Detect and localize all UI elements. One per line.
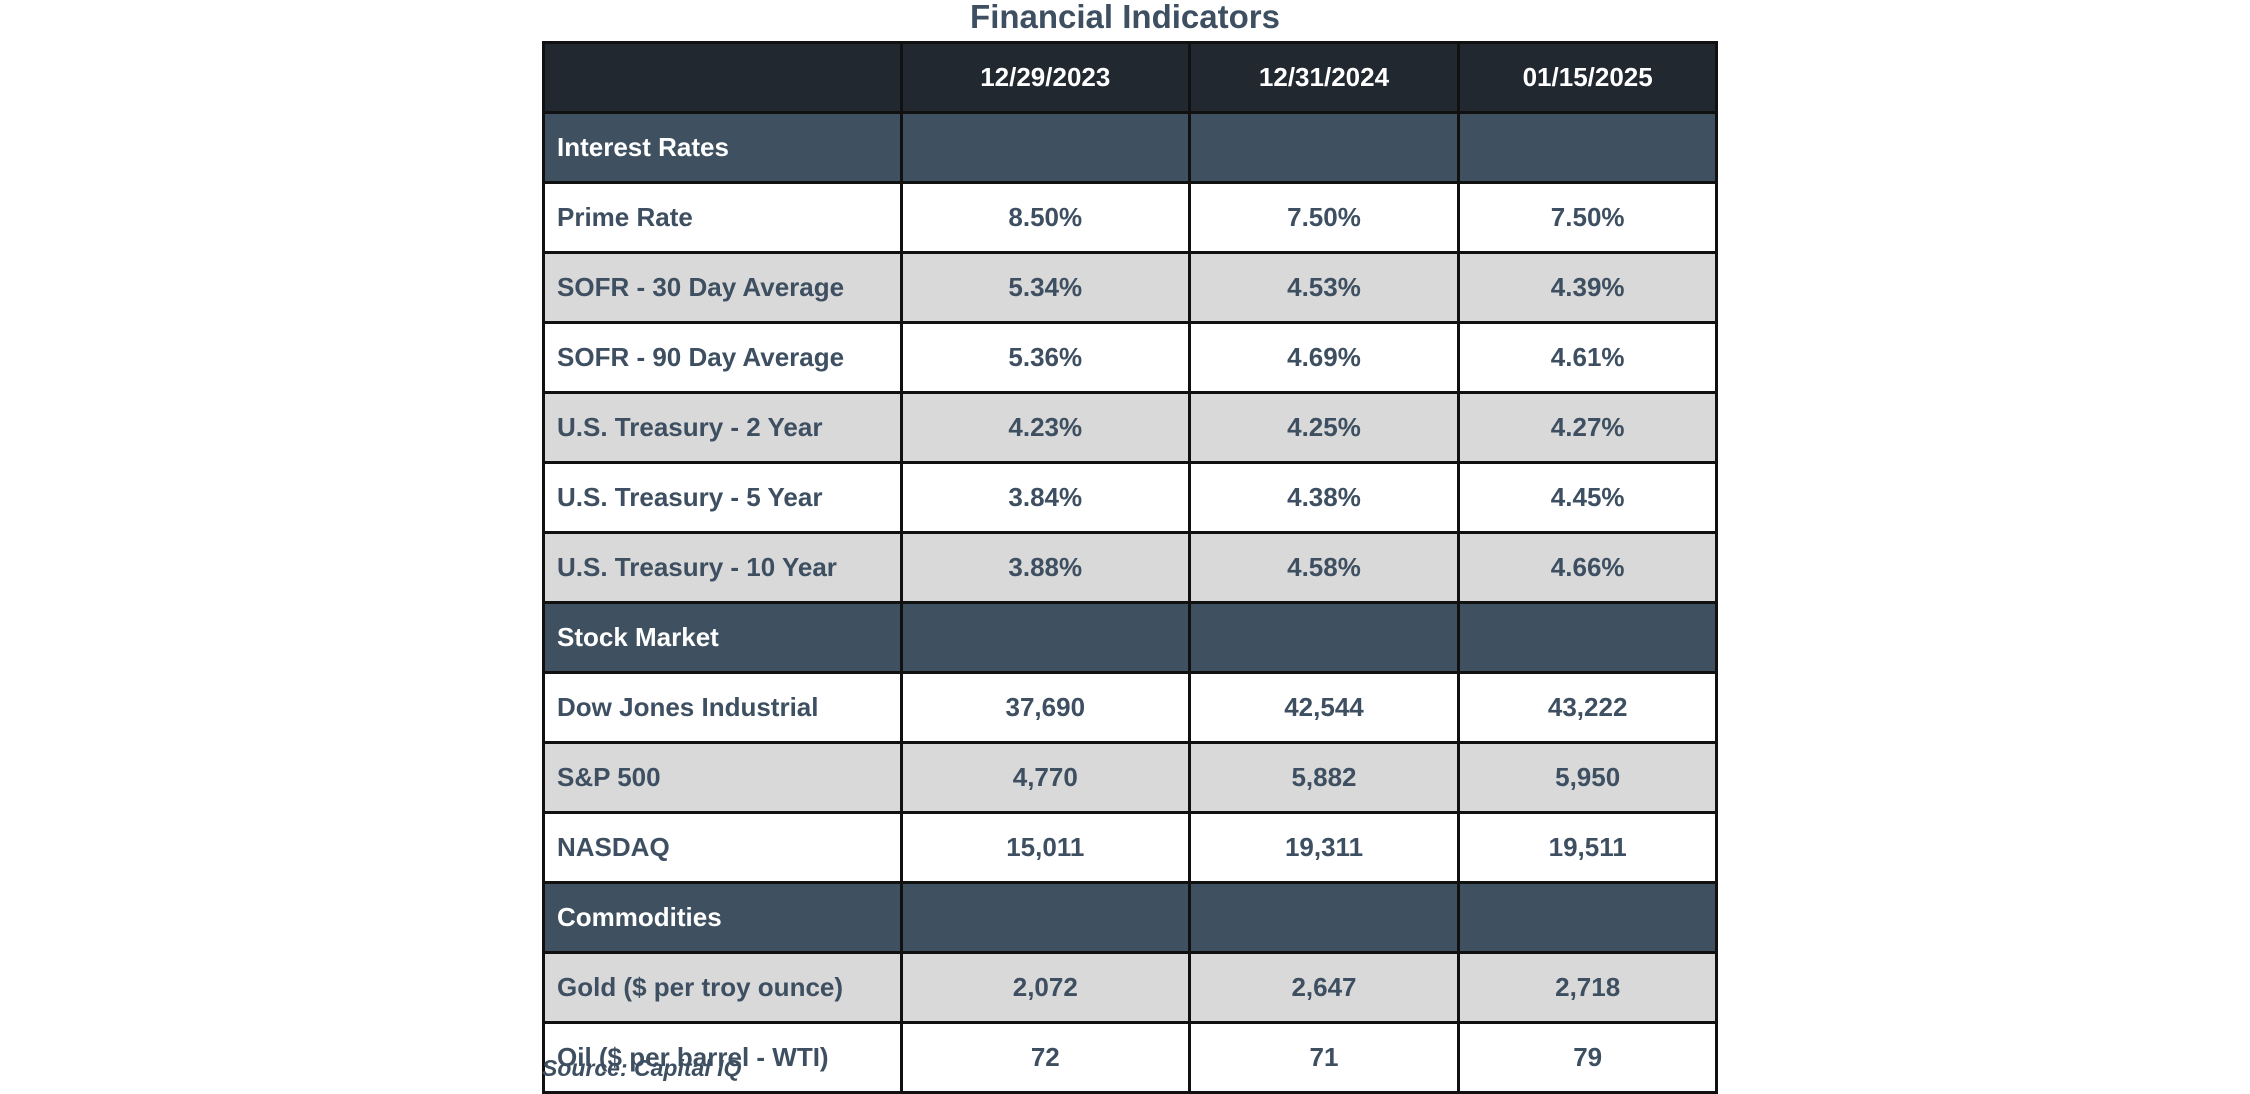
table-row: SOFR - 90 Day Average 5.36% 4.69% 4.61% — [542, 321, 1718, 394]
section-empty-cell — [899, 601, 1191, 674]
section-empty-cell — [899, 111, 1191, 184]
table-row: U.S. Treasury - 5 Year 3.84% 4.38% 4.45% — [542, 461, 1718, 534]
source-note: Source: Capital IQ — [542, 1055, 742, 1081]
financial-indicators-table: 12/29/2023 12/31/2024 01/15/2025 Interes… — [542, 41, 1718, 1094]
section-empty-cell — [1187, 111, 1461, 184]
value-cell: 4.61% — [1457, 321, 1718, 394]
value-cell: 2,718 — [1457, 951, 1718, 1024]
value-cell: 8.50% — [899, 181, 1191, 254]
value-cell: 4.45% — [1457, 461, 1718, 534]
column-header-date: 12/31/2024 — [1187, 41, 1461, 114]
table-row: S&P 500 4,770 5,882 5,950 — [542, 741, 1718, 814]
row-label: Gold ($ per troy ounce) — [542, 951, 903, 1024]
value-cell: 5,950 — [1457, 741, 1718, 814]
row-label: SOFR - 90 Day Average — [542, 321, 903, 394]
value-cell: 79 — [1457, 1021, 1718, 1094]
value-cell: 72 — [899, 1021, 1191, 1094]
value-cell: 4.66% — [1457, 531, 1718, 604]
value-cell: 42,544 — [1187, 671, 1461, 744]
value-cell: 4.39% — [1457, 251, 1718, 324]
column-header-blank — [542, 41, 903, 114]
row-label: U.S. Treasury - 2 Year — [542, 391, 903, 464]
value-cell: 2,072 — [899, 951, 1191, 1024]
value-cell: 5.34% — [899, 251, 1191, 324]
table-row: Gold ($ per troy ounce) 2,072 2,647 2,718 — [542, 951, 1718, 1024]
section-empty-cell — [1187, 601, 1461, 674]
row-label: NASDAQ — [542, 811, 903, 884]
section-header-row: Commodities — [542, 881, 1718, 954]
table-body: 12/29/2023 12/31/2024 01/15/2025 Interes… — [542, 41, 1718, 1094]
value-cell: 4.38% — [1187, 461, 1461, 534]
table-row: U.S. Treasury - 2 Year 4.23% 4.25% 4.27% — [542, 391, 1718, 464]
row-label: S&P 500 — [542, 741, 903, 814]
value-cell: 4.25% — [1187, 391, 1461, 464]
value-cell: 4.27% — [1457, 391, 1718, 464]
section-title: Interest Rates — [542, 111, 903, 184]
row-label: Prime Rate — [542, 181, 903, 254]
value-cell: 4.53% — [1187, 251, 1461, 324]
row-label: U.S. Treasury - 5 Year — [542, 461, 903, 534]
value-cell: 4.69% — [1187, 321, 1461, 394]
value-cell: 5,882 — [1187, 741, 1461, 814]
table-row: SOFR - 30 Day Average 5.34% 4.53% 4.39% — [542, 251, 1718, 324]
value-cell: 2,647 — [1187, 951, 1461, 1024]
row-label: Dow Jones Industrial — [542, 671, 903, 744]
value-cell: 7.50% — [1187, 181, 1461, 254]
section-empty-cell — [1187, 881, 1461, 954]
page-title: Financial Indicators — [970, 0, 1280, 35]
value-cell: 37,690 — [899, 671, 1191, 744]
value-cell: 7.50% — [1457, 181, 1718, 254]
column-header-date: 12/29/2023 — [899, 41, 1191, 114]
table-row: Prime Rate 8.50% 7.50% 7.50% — [542, 181, 1718, 254]
section-header-row: Stock Market — [542, 601, 1718, 674]
table-row: U.S. Treasury - 10 Year 3.88% 4.58% 4.66% — [542, 531, 1718, 604]
value-cell: 15,011 — [899, 811, 1191, 884]
section-empty-cell — [1457, 881, 1718, 954]
value-cell: 4,770 — [899, 741, 1191, 814]
row-label: U.S. Treasury - 10 Year — [542, 531, 903, 604]
row-label: SOFR - 30 Day Average — [542, 251, 903, 324]
table-header-row: 12/29/2023 12/31/2024 01/15/2025 — [542, 41, 1718, 114]
value-cell: 19,511 — [1457, 811, 1718, 884]
table-row: NASDAQ 15,011 19,311 19,511 — [542, 811, 1718, 884]
section-header-row: Interest Rates — [542, 111, 1718, 184]
value-cell: 19,311 — [1187, 811, 1461, 884]
value-cell: 3.88% — [899, 531, 1191, 604]
value-cell: 5.36% — [899, 321, 1191, 394]
value-cell: 43,222 — [1457, 671, 1718, 744]
section-title: Commodities — [542, 881, 903, 954]
section-empty-cell — [899, 881, 1191, 954]
column-header-date: 01/15/2025 — [1457, 41, 1718, 114]
value-cell: 4.23% — [899, 391, 1191, 464]
value-cell: 3.84% — [899, 461, 1191, 534]
section-empty-cell — [1457, 601, 1718, 674]
section-empty-cell — [1457, 111, 1718, 184]
section-title: Stock Market — [542, 601, 903, 674]
value-cell: 71 — [1187, 1021, 1461, 1094]
table-row: Dow Jones Industrial 37,690 42,544 43,222 — [542, 671, 1718, 744]
value-cell: 4.58% — [1187, 531, 1461, 604]
